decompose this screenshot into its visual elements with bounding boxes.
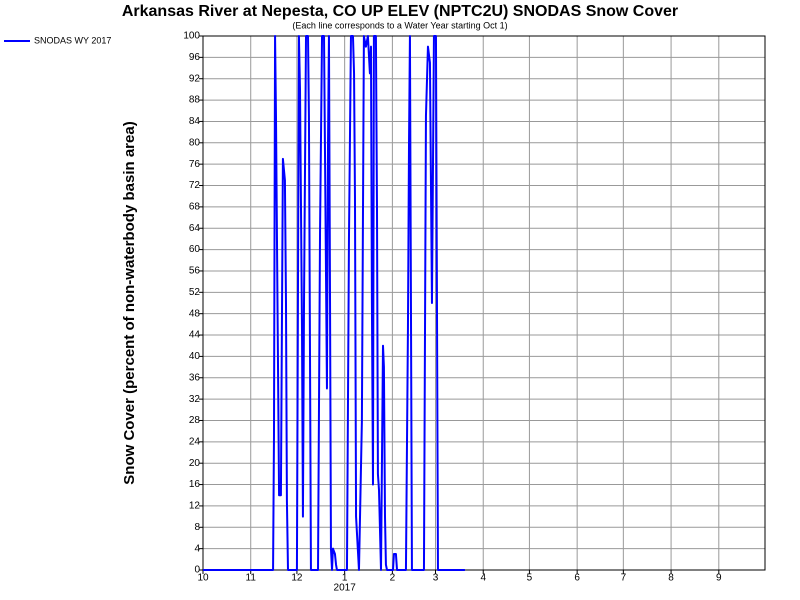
y-tick-label: 96: [189, 52, 201, 63]
y-tick-label: 0: [194, 565, 200, 576]
y-tick-label: 4: [194, 543, 200, 554]
y-tick-label: 84: [189, 116, 201, 127]
x-tick-label: 3: [433, 573, 439, 584]
x-tick-label: 7: [621, 573, 627, 584]
x-tick-label: 8: [668, 573, 674, 584]
y-tick-label: 32: [189, 394, 201, 405]
data-line: [203, 35, 465, 571]
x-tick-label: 4: [480, 573, 486, 584]
y-tick-label: 24: [189, 436, 201, 447]
y-tick-label: 48: [189, 308, 201, 319]
y-tick-label: 64: [189, 223, 201, 234]
x-tick-label: 6: [574, 573, 580, 584]
x-year-label: 2017: [334, 583, 357, 594]
chart-subtitle: (Each line corresponds to a Water Year s…: [292, 20, 507, 30]
legend-label: SNODAS WY 2017: [34, 35, 111, 45]
x-tick-label: 2: [390, 573, 396, 584]
y-tick-label: 12: [189, 501, 201, 512]
y-tick-label: 68: [189, 202, 201, 213]
x-tick-label: 12: [291, 573, 303, 584]
y-tick-label: 52: [189, 287, 201, 298]
x-tick-label: 5: [527, 573, 533, 584]
x-tick-label: 1: [342, 573, 348, 584]
x-tick-label: 11: [246, 573, 257, 584]
y-tick-label: 88: [189, 95, 201, 106]
y-tick-label: 36: [189, 372, 201, 383]
y-axis-label: Snow Cover (percent of non-waterbody bas…: [121, 121, 138, 484]
chart-title: Arkansas River at Nepesta, CO UP ELEV (N…: [122, 3, 678, 20]
y-tick-label: 60: [189, 244, 201, 255]
y-tick-label: 80: [189, 137, 201, 148]
y-tick-label: 56: [189, 266, 201, 277]
x-tick-label: 9: [716, 573, 722, 584]
y-tick-label: 44: [189, 330, 201, 341]
y-tick-label: 40: [189, 351, 201, 362]
plot-frame: [202, 35, 766, 571]
y-tick-label: 20: [189, 458, 201, 469]
y-tick-label: 92: [189, 73, 201, 84]
y-tick-label: 16: [189, 479, 201, 490]
y-tick-label: 28: [189, 415, 201, 426]
x-tick-label: 10: [197, 573, 209, 584]
y-tick-label: 8: [194, 522, 200, 533]
y-tick-label: 100: [183, 31, 200, 42]
y-tick-label: 76: [189, 159, 201, 170]
y-tick-label: 72: [189, 180, 201, 191]
